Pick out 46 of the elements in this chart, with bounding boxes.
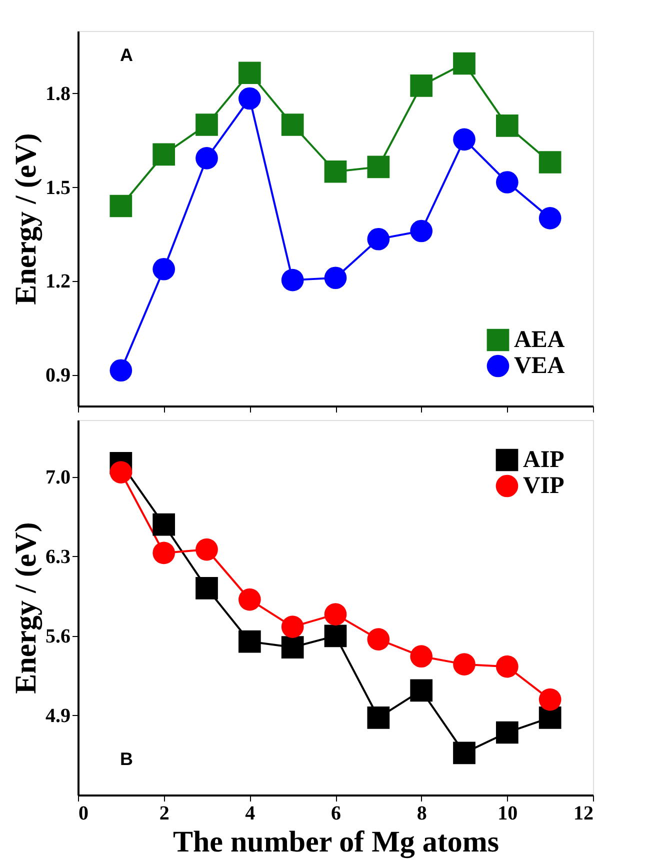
point <box>238 87 261 110</box>
point <box>110 194 132 218</box>
point <box>281 268 304 292</box>
point <box>410 74 433 97</box>
point <box>196 114 218 136</box>
x-tick-label: 4 <box>245 802 256 824</box>
legend-label: VEA <box>514 353 566 379</box>
x-tick-label: 12 <box>574 802 594 824</box>
point <box>496 114 518 137</box>
x-tick-label: 0 <box>78 802 88 824</box>
x-tick-label: 2 <box>159 802 170 824</box>
y-tick-label: 4.9 <box>46 704 70 727</box>
point <box>453 128 476 151</box>
y-tick-label: 1.2 <box>46 270 70 292</box>
point <box>538 151 562 174</box>
point <box>496 171 518 194</box>
y-axis-title: Energy / (eV) <box>10 522 42 694</box>
point <box>152 258 176 280</box>
point <box>367 156 390 178</box>
point <box>367 228 390 250</box>
point <box>152 143 176 166</box>
point <box>196 147 218 170</box>
y-tick-label: 1.8 <box>46 83 70 105</box>
annotation: B <box>120 749 133 769</box>
x-tick-label: 10 <box>498 802 518 824</box>
y-tick-label: 0.9 <box>46 364 70 386</box>
point <box>110 359 132 382</box>
y-axis-title: Energy / (eV) <box>10 133 42 305</box>
y-tick-label: 5.6 <box>46 625 70 648</box>
legend-label: AEA <box>514 327 566 353</box>
y-tick-label: 6.3 <box>46 546 70 568</box>
y-tick-label: 1.5 <box>46 176 70 199</box>
point <box>324 266 347 290</box>
x-tick-label: 6 <box>331 802 341 824</box>
legend-label: VIP <box>523 473 564 499</box>
point <box>453 52 476 75</box>
point <box>324 160 347 183</box>
x-tick-label: 8 <box>416 802 427 824</box>
x-axis-title: The number of Mg atoms <box>172 826 500 858</box>
annotation: A <box>120 45 133 65</box>
point <box>538 207 562 230</box>
point <box>238 62 261 84</box>
y-tick-label: 7.0 <box>46 466 70 488</box>
point <box>281 114 304 136</box>
legend-label: AIP <box>523 447 564 473</box>
point <box>410 220 433 242</box>
